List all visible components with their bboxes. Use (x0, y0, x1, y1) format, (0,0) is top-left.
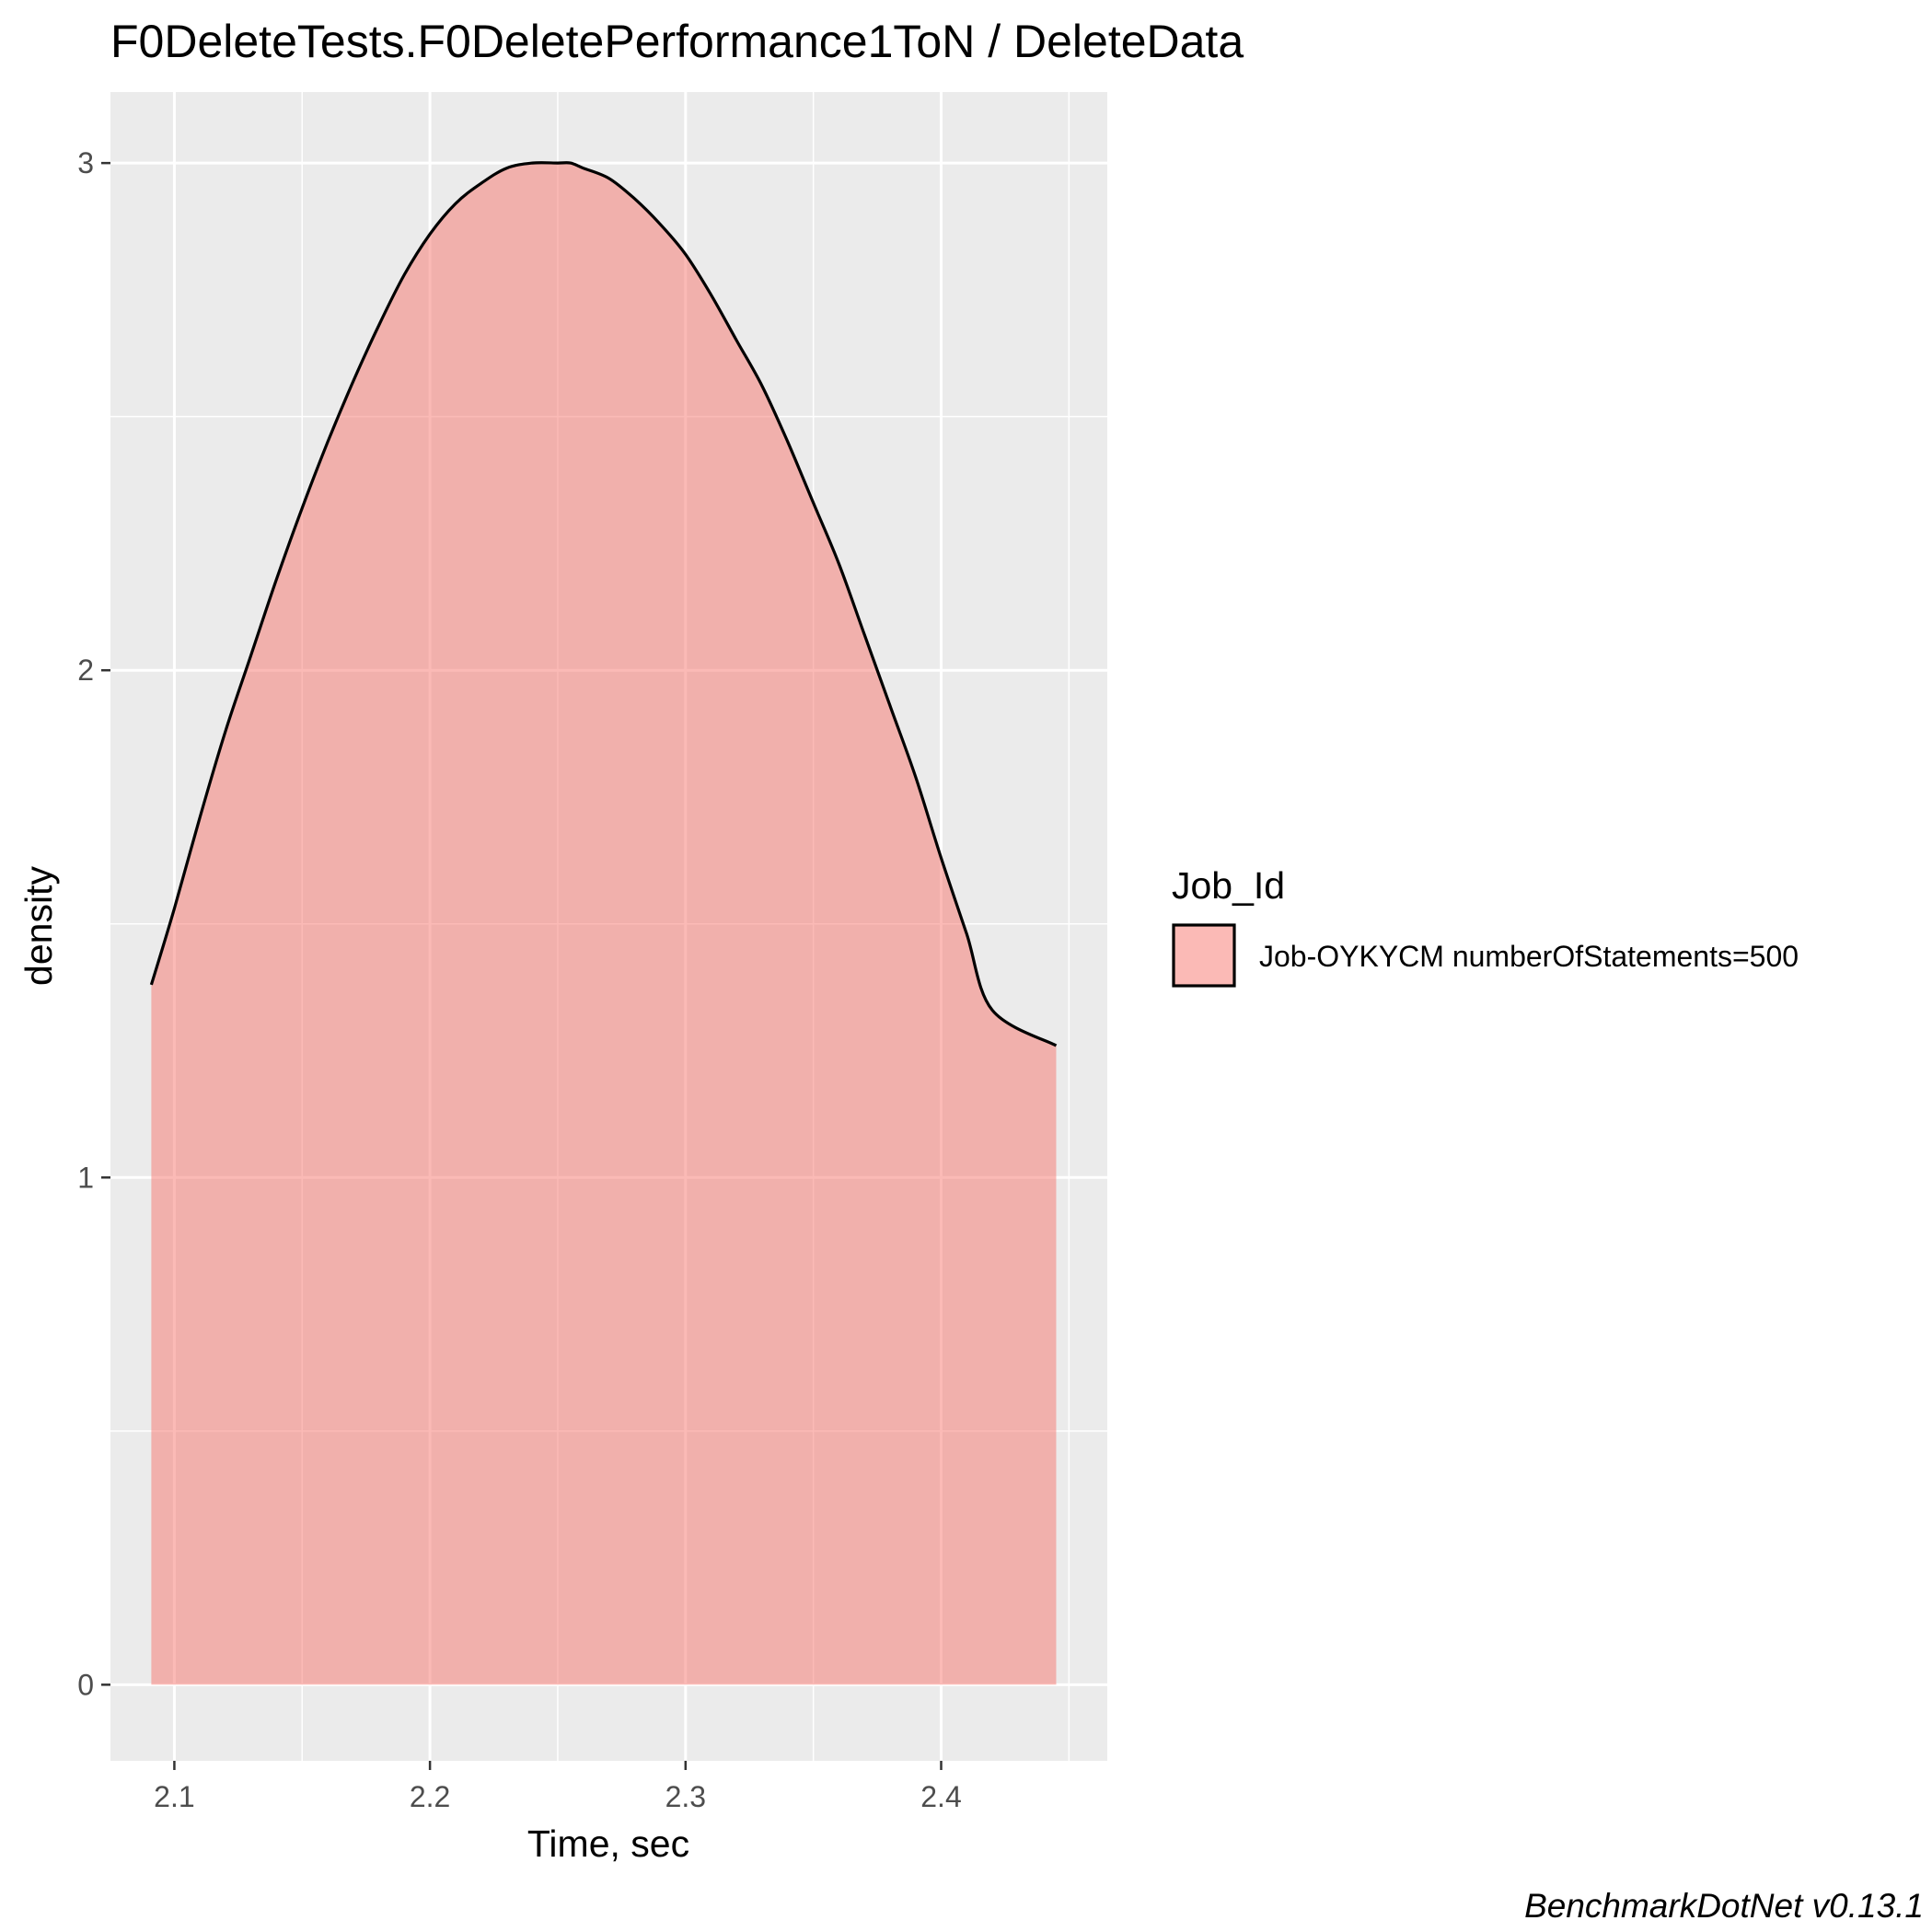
x-tick-label: 2.3 (665, 1780, 706, 1813)
y-tick-label: 2 (77, 654, 94, 687)
legend-swatch (1172, 923, 1236, 988)
x-axis-label: Time, sec (527, 1822, 689, 1865)
legend: Job_Id Job-OYKYCM numberOfStatements=500 (1172, 864, 1799, 988)
chart-title: F0DeleteTests.F0DeletePerformance1ToN / … (110, 16, 1244, 67)
x-axis-ticks: 2.1 2.2 2.3 2.4 (154, 1761, 962, 1813)
y-tick-label: 1 (77, 1161, 94, 1194)
x-tick-label: 2.1 (154, 1780, 194, 1813)
x-tick-label: 2.2 (410, 1780, 450, 1813)
legend-title: Job_Id (1172, 864, 1285, 907)
y-axis-label: density (17, 866, 60, 986)
y-axis-ticks: 0 1 2 3 (77, 146, 110, 1701)
legend-item-label: Job-OYKYCM numberOfStatements=500 (1259, 940, 1799, 973)
y-tick-label: 0 (77, 1668, 94, 1701)
density-curve (149, 161, 1058, 1047)
x-tick-label: 2.4 (920, 1780, 961, 1813)
caption: BenchmarkDotNet v0.13.1 (1524, 1887, 1924, 1925)
y-tick-label: 3 (77, 146, 94, 179)
